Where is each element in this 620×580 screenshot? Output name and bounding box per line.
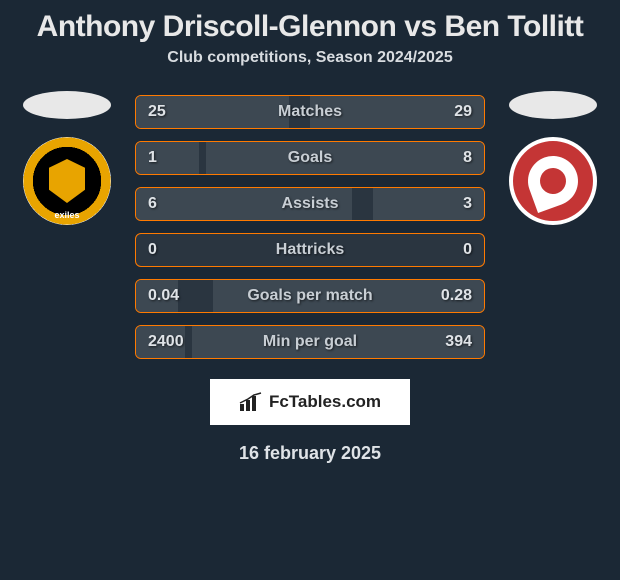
left-flag-icon xyxy=(23,91,111,119)
stat-label: Goals per match xyxy=(247,287,372,305)
club2-shrimp-icon xyxy=(521,149,585,213)
page-title: Anthony Driscoll-Glennon vs Ben Tollitt xyxy=(10,0,610,49)
left-col: exiles xyxy=(17,91,117,225)
stat-value-left: 25 xyxy=(148,103,166,121)
stat-row: 0 0 Hattricks xyxy=(135,233,485,267)
stat-value-left: 6 xyxy=(148,195,157,213)
stat-value-left: 1 xyxy=(148,149,157,167)
stat-row: 0.04 0.28 Goals per match xyxy=(135,279,485,313)
stat-value-right: 0 xyxy=(463,241,472,259)
stat-value-right: 0.28 xyxy=(441,287,472,305)
stat-row: 2400 394 Min per goal xyxy=(135,325,485,359)
stat-label: Assists xyxy=(282,195,339,213)
left-club-badge-icon: exiles xyxy=(23,137,111,225)
stats-chart: 25 29 Matches 1 8 Goals 6 3 Assists 0 0 Hattricks 0.… xyxy=(135,95,485,371)
club1-bot-text: exiles xyxy=(54,210,79,220)
stat-value-right: 3 xyxy=(463,195,472,213)
stat-row: 6 3 Assists xyxy=(135,187,485,221)
club1-shield-icon xyxy=(49,159,85,203)
stat-value-right: 394 xyxy=(445,333,472,351)
stat-row: 25 29 Matches xyxy=(135,95,485,129)
footer-badge: FcTables.com xyxy=(210,379,410,425)
stat-label: Hattricks xyxy=(276,241,344,259)
right-club-badge-icon xyxy=(509,137,597,225)
stat-value-left: 0 xyxy=(148,241,157,259)
stat-value-left: 2400 xyxy=(148,333,184,351)
stat-value-right: 29 xyxy=(454,103,472,121)
date-text: 16 february 2025 xyxy=(10,443,610,464)
right-flag-icon xyxy=(509,91,597,119)
footer-brand-text: FcTables.com xyxy=(269,392,381,412)
right-col xyxy=(503,91,603,225)
subtitle: Club competitions, Season 2024/2025 xyxy=(10,49,610,67)
stat-fill-right xyxy=(206,142,484,174)
stat-label: Matches xyxy=(278,103,342,121)
fctables-logo-icon xyxy=(239,392,263,412)
stat-value-left: 0.04 xyxy=(148,287,179,305)
vs-text: vs xyxy=(404,10,436,43)
stat-label: Goals xyxy=(288,149,332,167)
stat-label: Min per goal xyxy=(263,333,357,351)
main-row: exiles 25 29 Matches 1 8 Goals 6 3 Assists 0 0 Hatt… xyxy=(10,95,610,371)
infographic-container: Anthony Driscoll-Glennon vs Ben Tollitt … xyxy=(0,0,620,464)
stat-value-right: 8 xyxy=(463,149,472,167)
stat-row: 1 8 Goals xyxy=(135,141,485,175)
player2-name: Ben Tollitt xyxy=(444,10,583,43)
player1-name: Anthony Driscoll-Glennon xyxy=(37,10,397,43)
stat-fill-left xyxy=(136,142,199,174)
